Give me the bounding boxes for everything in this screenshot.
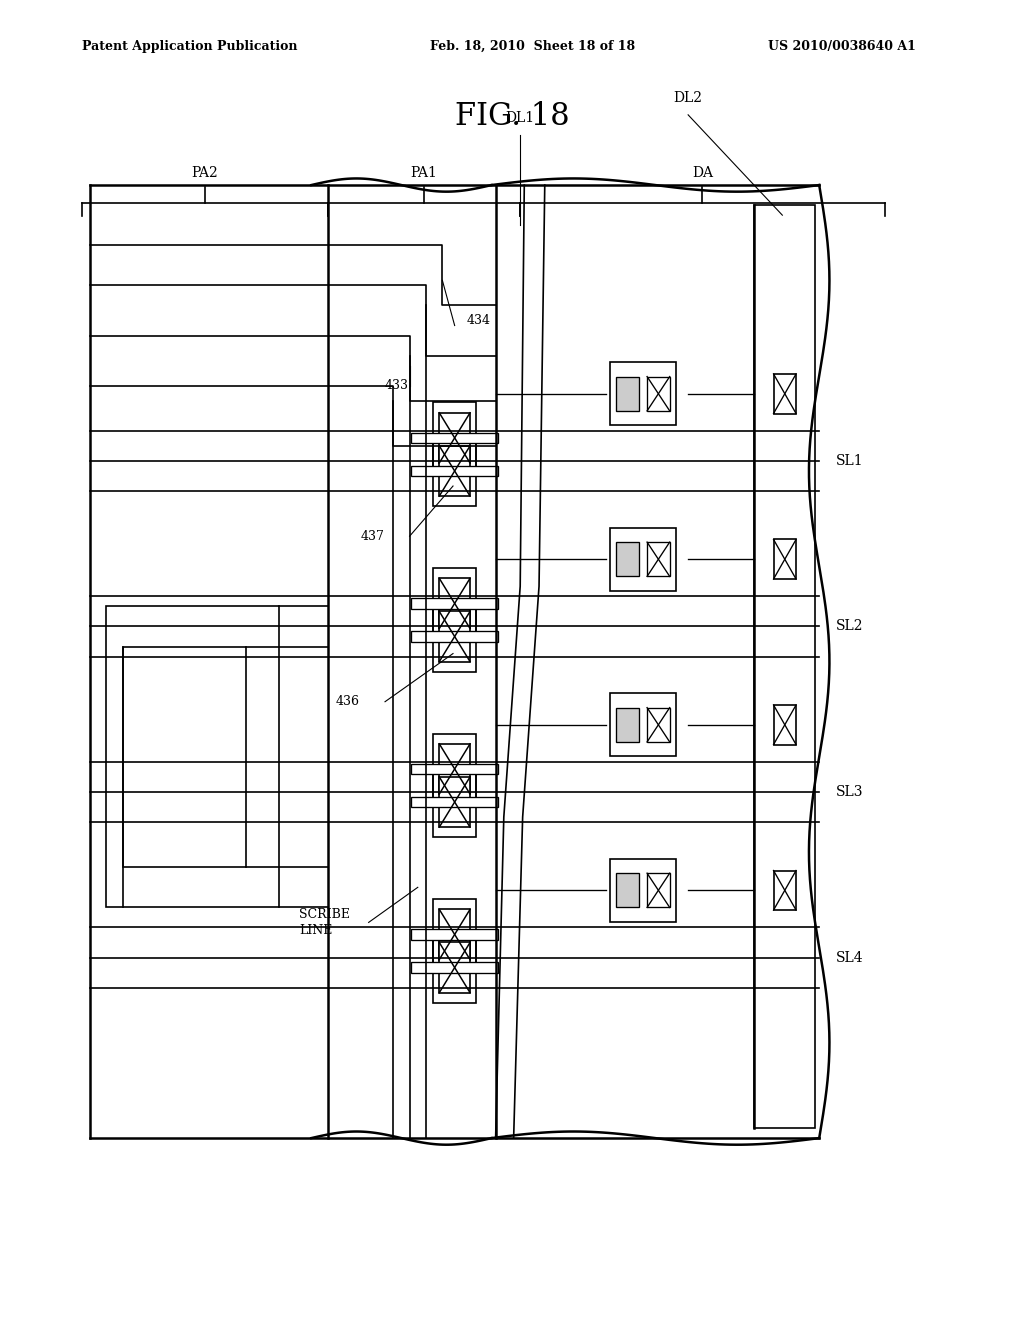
Bar [616,873,639,907]
Bar [412,466,499,477]
Bar [433,568,476,639]
Bar [439,744,470,795]
Bar [412,797,499,808]
Bar [610,858,676,921]
Text: 433: 433 [385,379,409,392]
Bar [412,631,499,642]
Text: PA2: PA2 [191,165,218,180]
Bar [439,413,470,463]
Bar [106,606,279,907]
Text: SCRIBE
LINE: SCRIBE LINE [299,908,350,937]
Text: SL2: SL2 [836,619,863,634]
Bar [773,540,796,579]
Bar [439,611,470,661]
Text: Patent Application Publication: Patent Application Publication [82,40,297,53]
Bar [439,446,470,496]
Bar [439,942,470,993]
Bar [647,543,670,577]
Bar [616,708,639,742]
Bar [647,873,670,907]
Bar [433,899,476,970]
Text: FIG. 18: FIG. 18 [455,100,569,132]
Text: SL3: SL3 [836,785,863,799]
Text: 434: 434 [467,314,490,327]
Bar [412,598,499,609]
Bar [610,362,676,425]
Bar [616,376,639,411]
Bar [647,708,670,742]
Text: 436: 436 [336,696,359,709]
Text: Feb. 18, 2010  Sheet 18 of 18: Feb. 18, 2010 Sheet 18 of 18 [430,40,635,53]
Text: SL4: SL4 [836,950,863,965]
Bar [754,205,815,1129]
Bar [610,693,676,756]
Bar [433,932,476,1003]
Bar [412,929,499,940]
Text: DL1: DL1 [506,111,535,125]
Text: US 2010/0038640 A1: US 2010/0038640 A1 [768,40,915,53]
Bar [433,436,476,507]
Bar [412,962,499,973]
Bar [610,528,676,591]
Bar [439,777,470,828]
Bar [773,705,796,744]
Bar [123,647,246,867]
Text: SL1: SL1 [836,454,863,469]
Text: 437: 437 [360,529,384,543]
Bar [433,601,476,672]
Bar [439,909,470,960]
Bar [412,764,499,775]
Bar [433,403,476,474]
Bar [412,433,499,444]
Text: DA: DA [692,165,713,180]
Bar [616,543,639,577]
Text: DL2: DL2 [674,91,702,104]
Bar [773,374,796,413]
Bar [439,578,470,628]
Bar [773,870,796,909]
Text: PA1: PA1 [411,165,437,180]
Bar [433,734,476,804]
Bar [647,376,670,411]
Bar [433,767,476,837]
